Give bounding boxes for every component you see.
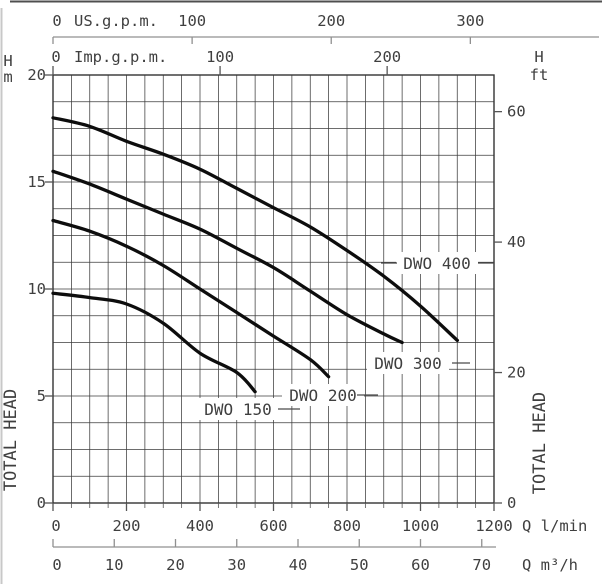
- right-unit-h: H: [534, 48, 543, 66]
- feet-tick-label: 0: [507, 494, 516, 512]
- axis-title-right: TOTAL HEAD: [530, 392, 550, 494]
- feet-tick-label: 60: [507, 103, 526, 121]
- left-axis-meters: 20 15 10 5 0 Hm TOTAL HEAD: [1, 52, 53, 512]
- curve-label-text: DWO 150: [204, 400, 271, 419]
- meters-tick-label: 10: [27, 280, 46, 298]
- left-unit-m: m: [3, 68, 12, 86]
- imp-gpm-tick-label: 200: [373, 48, 401, 66]
- curve-dwo-150: [51, 291, 257, 394]
- lmin-tick-label: 600: [260, 517, 288, 535]
- m3h-tick-label: 20: [166, 556, 185, 574]
- us-gpm-tick-label: 0: [52, 12, 61, 30]
- top-axis-imp-gpm: 0 100 200 Imp.g.p.m.: [51, 48, 401, 75]
- meters-tick-label: 5: [37, 387, 46, 405]
- m3h-tick-label: 40: [289, 556, 308, 574]
- curve-label-text: DWO 300: [374, 354, 441, 373]
- top-axis-us-gpm: 0 100 200 300 US.g.p.m.: [52, 12, 599, 44]
- lmin-axis-label: Q l/min: [522, 517, 587, 535]
- curve-dwo-400: [51, 116, 459, 343]
- curve-label-backing: [396, 252, 478, 274]
- m3h-tick-label: 50: [350, 556, 369, 574]
- lmin-tick-label: 400: [186, 517, 214, 535]
- curve-label-dwo-200: DWO 200: [282, 384, 378, 406]
- bottom-axis-lmin: 0 200 400 600 800 1000 1200 Q l/min: [51, 503, 587, 535]
- curve-label-text: DWO 400: [403, 254, 470, 273]
- m3h-tick-label: 30: [227, 556, 246, 574]
- curve-label-backing: [367, 352, 449, 374]
- m3h-tick-label: 10: [105, 556, 124, 574]
- imp-gpm-axis-label: Imp.g.p.m.: [74, 48, 167, 66]
- curve-label-text: DWO 200: [289, 386, 356, 405]
- m3h-tick-label: 60: [411, 556, 430, 574]
- lmin-tick-label: 1000: [402, 517, 439, 535]
- bottom-axis-m3h: 0 10 20 30 40 50 60 70 Q m³/h: [52, 539, 578, 574]
- us-gpm-tick-label: 300: [456, 12, 484, 30]
- imp-gpm-tick-label: 0: [51, 48, 60, 66]
- curve-dwo-200: [51, 218, 331, 379]
- left-unit-h: H: [3, 52, 12, 70]
- curve-label-dwo-300: DWO 300: [367, 352, 470, 374]
- curve-label-dwo-400: DWO 400: [381, 252, 494, 274]
- axis-title-left: TOTAL HEAD: [1, 389, 21, 491]
- meters-tick-label: 0: [37, 494, 46, 512]
- m3h-tick-label: 0: [52, 556, 61, 574]
- feet-tick-label: 20: [507, 364, 526, 382]
- us-gpm-axis-label: US.g.p.m.: [74, 12, 158, 30]
- meters-tick-label: 15: [27, 173, 46, 191]
- us-gpm-tick-label: 100: [178, 12, 206, 30]
- feet-tick-label: 40: [507, 233, 526, 251]
- right-unit-ft: ft: [530, 66, 549, 84]
- plot-grid: [53, 75, 494, 503]
- imp-gpm-tick-label: 100: [206, 48, 234, 66]
- m3h-axis-label: Q m³/h: [522, 556, 578, 574]
- curve-label-backing: [197, 398, 279, 420]
- lmin-tick-label: 200: [113, 517, 141, 535]
- curve-dwo-300: [51, 169, 404, 345]
- meters-tick-label: 20: [27, 66, 46, 84]
- lmin-tick-label: 800: [333, 517, 361, 535]
- curve-label-dwo-150: DWO 150: [197, 398, 300, 420]
- right-axis-feet: 60 40 20 0 Hft TOTAL HEAD: [494, 48, 550, 512]
- lmin-tick-label: 0: [51, 517, 60, 535]
- m3h-tick-label: 70: [472, 556, 491, 574]
- pump-curves: [51, 116, 459, 394]
- curve-label-backing: [282, 384, 364, 406]
- lmin-tick-label: 1200: [475, 517, 512, 535]
- us-gpm-tick-label: 200: [317, 12, 345, 30]
